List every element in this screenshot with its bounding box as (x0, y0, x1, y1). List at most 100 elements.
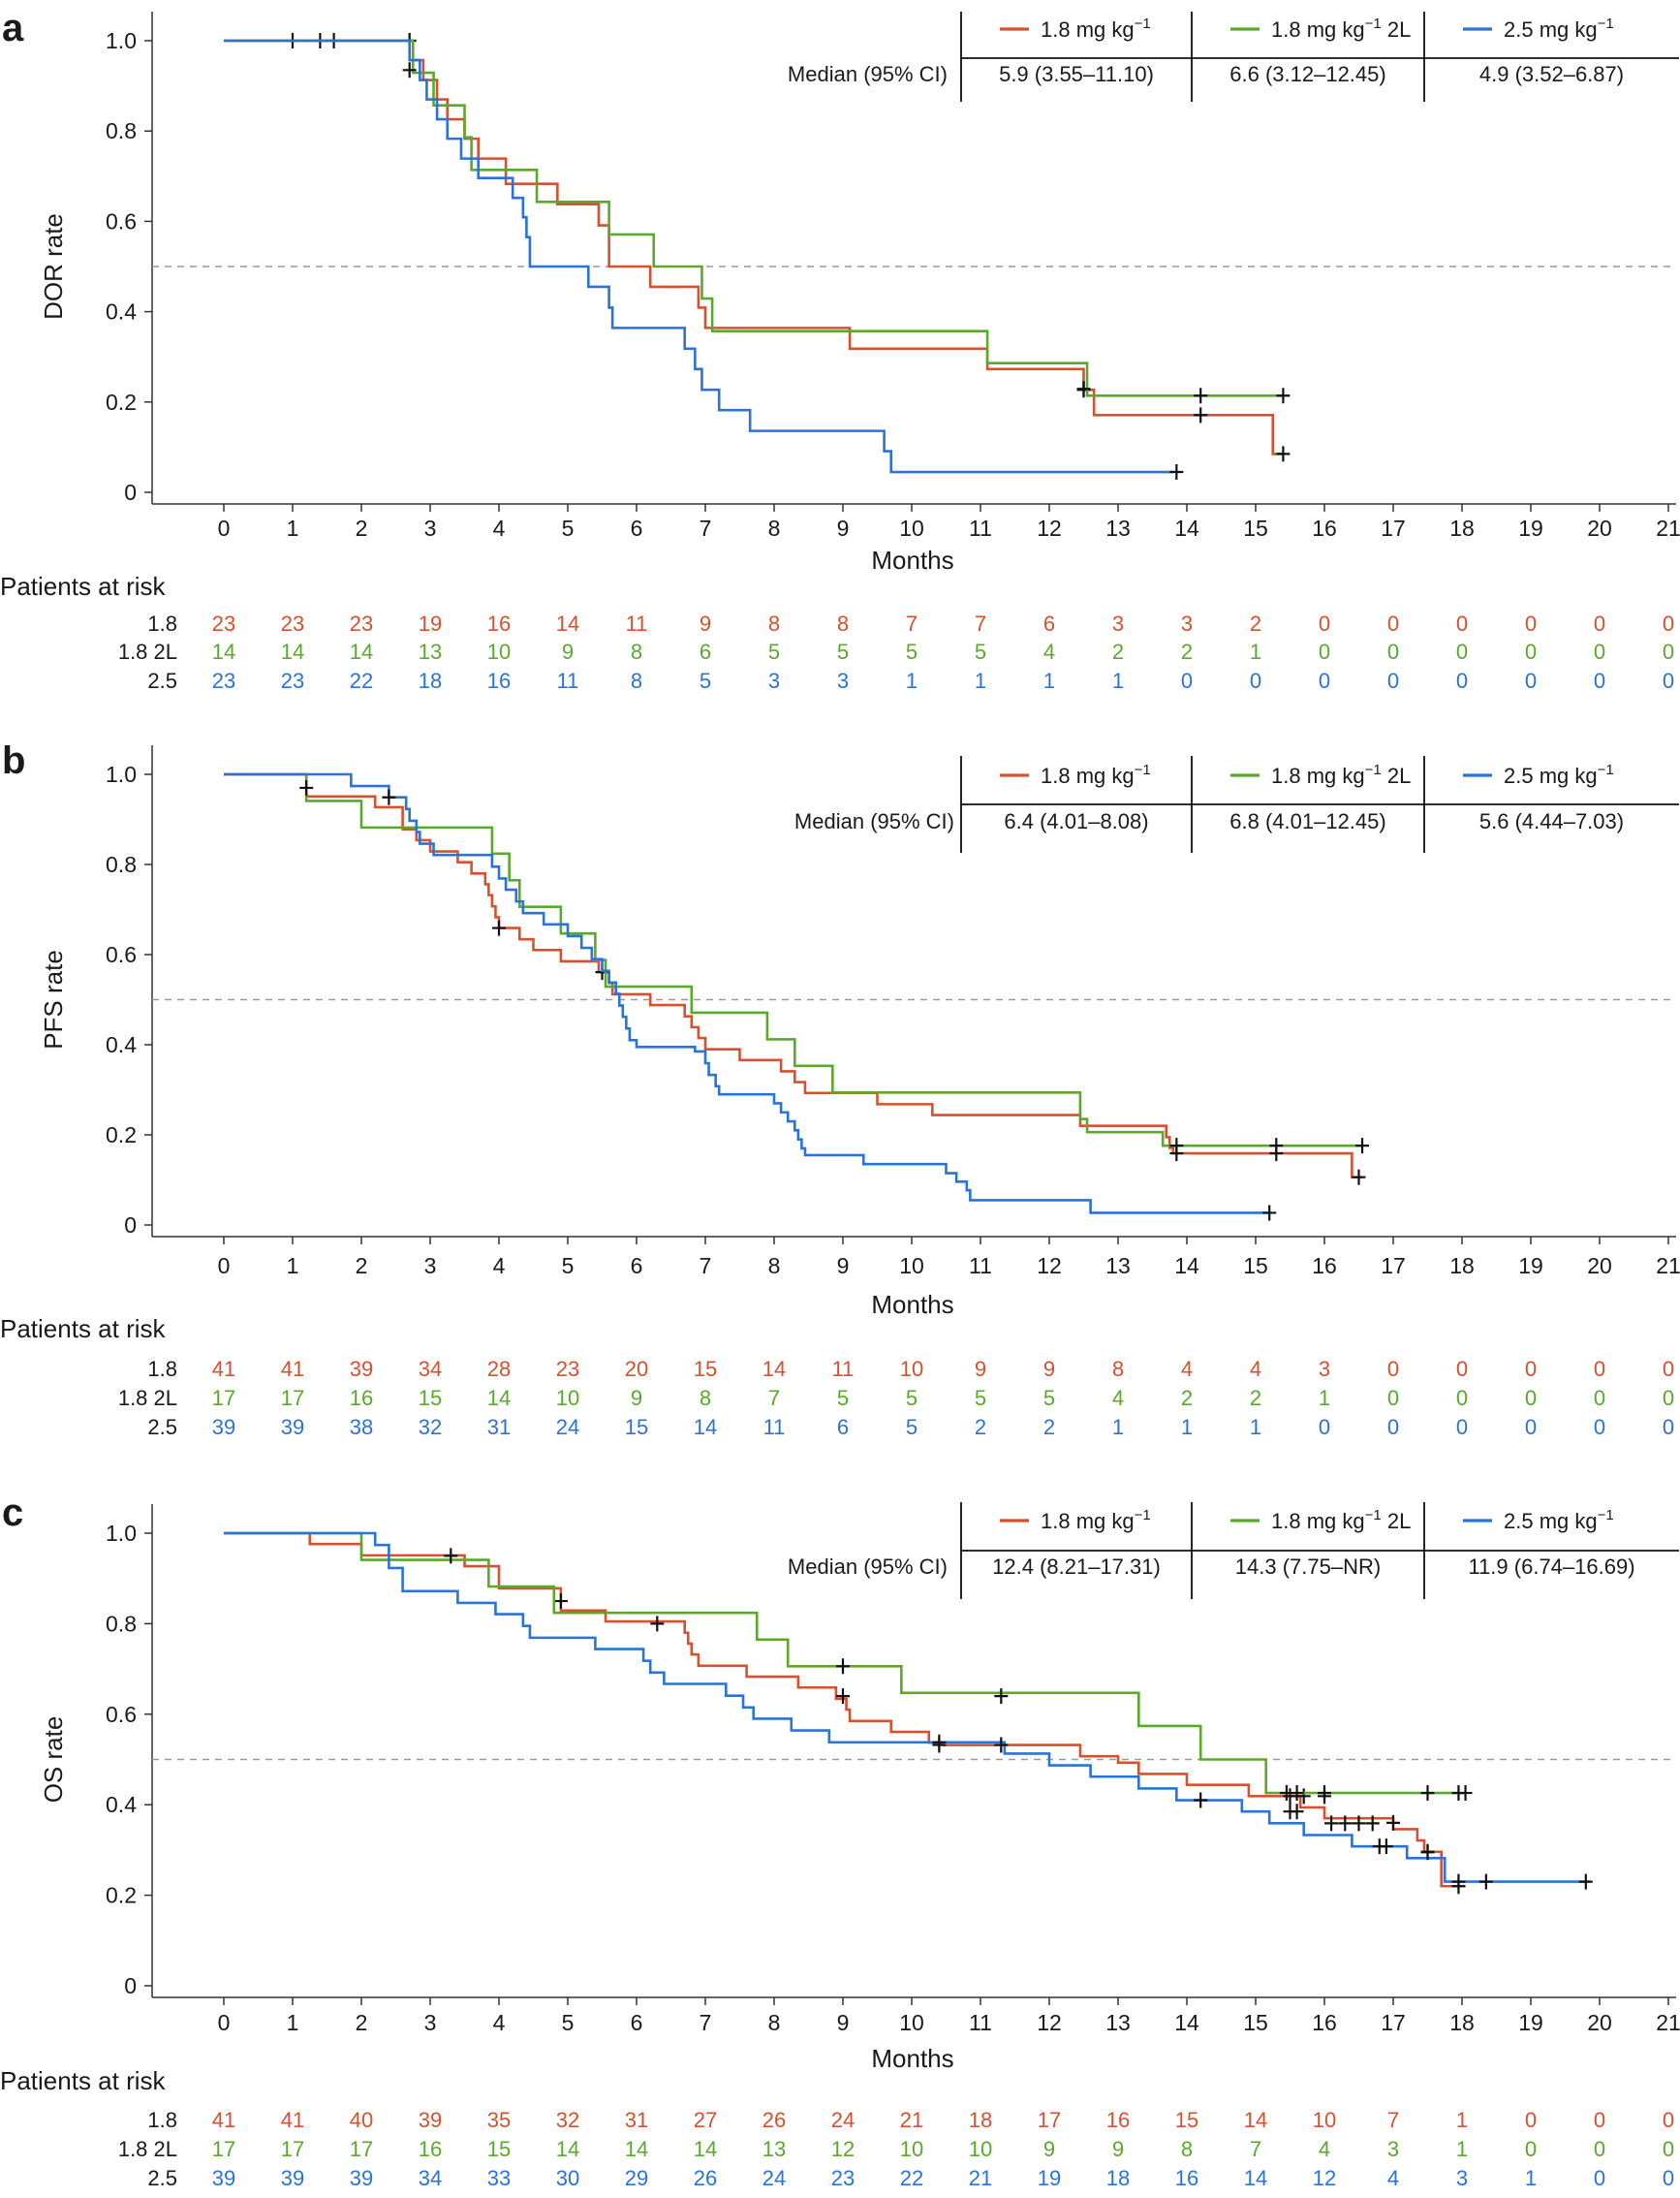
x-tick-label: 6 (631, 516, 643, 541)
y-tick-label: 0 (124, 1973, 137, 1998)
median-legend-table: Median (95% CI) 1.8 mg kg−1 12.4 (8.21–17.… (788, 1502, 1679, 1599)
x-tick-label: 5 (562, 1253, 575, 1278)
risk-count: 14 (487, 1386, 511, 1410)
risk-count: 14 (281, 640, 304, 664)
risk-count: 10 (969, 2137, 992, 2161)
risk-row-label: 1.8 2L (118, 1386, 177, 1410)
risk-count: 16 (1175, 2166, 1198, 2190)
risk-count: 0 (1594, 1386, 1605, 1410)
x-axis-label: Months (871, 546, 953, 575)
x-tick-label: 4 (493, 2010, 506, 2035)
risk-row-label: 2.5 (147, 1415, 177, 1439)
risk-count: 4 (1112, 1386, 1124, 1410)
risk-count: 31 (625, 2108, 648, 2132)
x-tick-label: 14 (1174, 1253, 1199, 1278)
risk-count: 17 (281, 2137, 304, 2161)
risk-count: 0 (1319, 669, 1330, 693)
censor-mark (1352, 1815, 1366, 1832)
x-tick-label: 0 (218, 2010, 231, 2035)
censor-mark (650, 1616, 665, 1632)
risk-count: 0 (1387, 612, 1399, 636)
censor-mark (1169, 1138, 1184, 1154)
x-tick-label: 10 (899, 2010, 924, 2035)
risk-count: 17 (350, 2137, 373, 2161)
km-curve-series-3 (224, 1531, 1590, 1883)
censor-mark (1420, 1785, 1435, 1802)
legend-median-value: 14.3 (7.75–NR) (1235, 1554, 1381, 1579)
censor-mark (836, 1658, 850, 1675)
x-tick-label: 16 (1312, 516, 1337, 541)
censor-mark (492, 920, 506, 936)
risk-count: 0 (1456, 1415, 1468, 1439)
x-tick-label: 1 (287, 2010, 299, 2035)
x-tick-label: 9 (837, 2010, 850, 2035)
censor-mark (1194, 1792, 1208, 1808)
risk-count: 0 (1594, 2137, 1605, 2161)
risk-count: 0 (1387, 640, 1399, 664)
x-tick-label: 15 (1243, 2010, 1268, 2035)
censor-mark (299, 779, 314, 796)
risk-count: 4 (1181, 1357, 1193, 1381)
x-tick-label: 7 (700, 2010, 712, 2035)
legend-series-label: 2.5 mg kg−1 (1504, 1507, 1614, 1533)
y-tick-label: 0.4 (106, 1792, 137, 1817)
risk-count: 5 (906, 640, 918, 664)
risk-count: 22 (900, 2166, 923, 2190)
risk-count: 30 (556, 2166, 579, 2190)
risk-count: 0 (1663, 2108, 1674, 2132)
x-tick-label: 14 (1174, 516, 1199, 541)
x-tick-label: 4 (493, 1253, 506, 1278)
risk-count: 3 (1112, 612, 1124, 636)
risk-count: 0 (1456, 612, 1468, 636)
risk-count: 22 (350, 669, 373, 693)
x-tick-label: 21 (1656, 516, 1680, 541)
risk-count: 1 (1250, 640, 1261, 664)
risk-count: 7 (975, 612, 986, 636)
risk-count: 0 (1525, 2137, 1537, 2161)
risk-count: 14 (1244, 2166, 1267, 2190)
censor-mark (1269, 1138, 1284, 1154)
risk-count: 0 (1456, 669, 1468, 693)
censor-mark (932, 1734, 947, 1750)
risk-count: 0 (1525, 1357, 1537, 1381)
risk-count: 0 (1663, 2166, 1674, 2190)
risk-row-label: 2.5 (147, 669, 177, 693)
x-tick-label: 2 (356, 1253, 368, 1278)
risk-count: 39 (419, 2108, 442, 2132)
risk-count: 1 (1112, 1415, 1124, 1439)
risk-count: 0 (1594, 640, 1605, 664)
legend-series-label: 2.5 mg kg−1 (1504, 16, 1614, 42)
risk-count: 13 (419, 640, 442, 664)
risk-count: 4 (1387, 2166, 1399, 2190)
risk-count: 14 (556, 612, 579, 636)
km-curve-series-2 (224, 772, 1363, 1147)
x-tick-label: 8 (768, 2010, 781, 2035)
risk-count: 34 (419, 2166, 442, 2190)
risk-count: 28 (487, 1357, 511, 1381)
risk-count: 9 (1112, 2137, 1124, 2161)
risk-count: 11 (557, 669, 579, 693)
x-tick-label: 1 (287, 516, 299, 541)
x-tick-label: 20 (1587, 1253, 1612, 1278)
x-tick-label: 17 (1381, 1253, 1406, 1278)
km-curve-series-3 (224, 772, 1270, 1214)
risk-count: 3 (837, 669, 849, 693)
risk-count: 23 (350, 612, 373, 636)
risk-count: 23 (212, 612, 235, 636)
risk-count: 0 (1594, 612, 1605, 636)
x-tick-label: 2 (356, 2010, 368, 2035)
risk-count: 10 (1313, 2108, 1336, 2132)
x-tick-label: 16 (1312, 1253, 1337, 1278)
x-tick-label: 5 (562, 516, 575, 541)
risk-count: 0 (1387, 1386, 1399, 1410)
risk-count: 24 (556, 1415, 579, 1439)
x-tick-label: 6 (631, 1253, 643, 1278)
risk-count: 23 (281, 612, 304, 636)
risk-count: 3 (1456, 2166, 1468, 2190)
risk-count: 9 (562, 640, 574, 664)
risk-count: 8 (768, 612, 780, 636)
legend-row-label: Median (95% CI) (794, 809, 954, 833)
x-tick-label: 7 (700, 1253, 712, 1278)
legend-median-value: 6.6 (3.12–12.45) (1229, 62, 1385, 86)
